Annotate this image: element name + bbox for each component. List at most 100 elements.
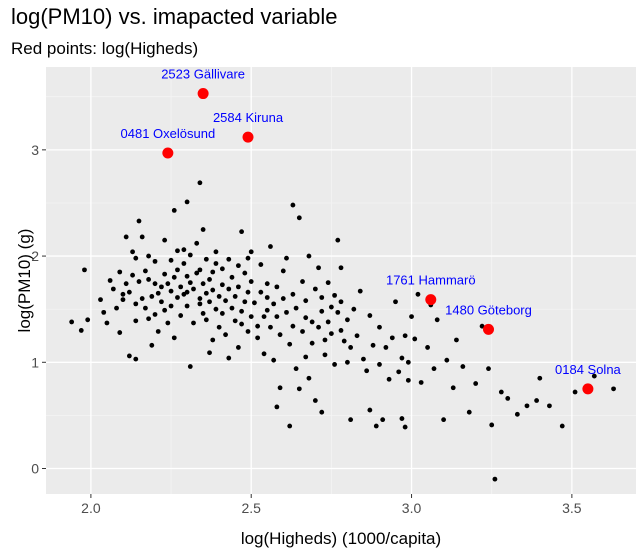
data-point xyxy=(184,199,190,205)
data-point xyxy=(322,352,328,358)
data-point xyxy=(399,416,405,421)
data-point xyxy=(207,299,212,305)
data-point xyxy=(200,281,206,287)
data-point xyxy=(264,281,270,287)
data-point xyxy=(123,281,129,287)
plot-panel xyxy=(46,67,636,494)
data-point xyxy=(232,294,238,299)
data-point xyxy=(216,324,222,330)
data-point xyxy=(126,353,132,359)
data-point xyxy=(290,323,296,329)
data-point xyxy=(293,366,299,372)
highlighted-point xyxy=(242,131,254,143)
data-point xyxy=(264,307,270,313)
data-point xyxy=(136,279,142,284)
data-point xyxy=(175,267,180,273)
data-point xyxy=(155,329,161,334)
highlighted-point xyxy=(425,294,437,306)
data-point xyxy=(197,267,203,273)
data-point xyxy=(389,335,395,341)
data-point xyxy=(252,300,257,306)
data-point xyxy=(319,308,325,314)
data-point xyxy=(361,356,366,362)
data-point xyxy=(155,290,161,296)
annotation-label: 0184 Solna xyxy=(555,362,622,377)
data-point xyxy=(396,369,402,375)
data-point xyxy=(348,417,354,423)
data-point xyxy=(232,318,238,324)
data-point xyxy=(248,314,254,320)
data-point xyxy=(377,324,382,330)
data-point xyxy=(271,357,277,363)
y-axis: 0 1 2 3 xyxy=(31,142,46,477)
data-point xyxy=(328,304,334,310)
data-point xyxy=(338,299,344,305)
data-point xyxy=(380,417,386,423)
data-point xyxy=(284,309,289,315)
data-point xyxy=(274,284,280,290)
data-point xyxy=(287,341,293,347)
data-point xyxy=(434,317,440,323)
data-point xyxy=(405,377,411,383)
data-point xyxy=(316,265,321,271)
data-point xyxy=(210,337,216,343)
data-point xyxy=(200,227,206,232)
data-point xyxy=(325,280,331,286)
data-point xyxy=(133,255,139,261)
data-point xyxy=(303,298,309,304)
data-point xyxy=(248,279,254,284)
data-point xyxy=(219,282,225,288)
data-point xyxy=(351,306,357,312)
minor-gridlines xyxy=(46,67,636,494)
data-point xyxy=(219,266,225,272)
data-point xyxy=(255,335,261,341)
data-point xyxy=(492,476,498,482)
data-point xyxy=(168,257,174,263)
data-point xyxy=(245,255,251,261)
data-point xyxy=(219,311,225,316)
data-point xyxy=(165,320,171,326)
data-point xyxy=(235,284,241,290)
data-point xyxy=(399,355,405,361)
data-point xyxy=(210,269,216,275)
data-point xyxy=(107,278,113,283)
data-point xyxy=(146,253,152,259)
data-point xyxy=(309,319,315,325)
data-point xyxy=(370,342,376,348)
data-point xyxy=(284,255,289,261)
data-point xyxy=(524,403,530,409)
data-point xyxy=(444,357,450,363)
data-point xyxy=(300,279,305,284)
data-point xyxy=(293,305,299,311)
data-point xyxy=(306,375,312,381)
data-point xyxy=(303,315,309,321)
data-point xyxy=(296,215,302,221)
data-point xyxy=(306,253,312,259)
data-point xyxy=(277,385,283,391)
data-point xyxy=(184,303,190,309)
data-point xyxy=(171,274,177,280)
data-point xyxy=(187,280,193,286)
highlighted-point xyxy=(582,383,594,395)
data-point xyxy=(248,249,254,255)
data-point xyxy=(572,389,578,395)
data-point xyxy=(133,301,139,307)
data-point xyxy=(203,290,209,296)
data-point xyxy=(364,368,370,374)
data-point xyxy=(120,297,126,303)
data-point xyxy=(239,321,244,327)
data-point xyxy=(335,237,341,243)
data-point xyxy=(454,337,459,343)
data-point xyxy=(332,292,337,298)
data-point xyxy=(322,337,328,343)
data-point xyxy=(229,274,235,280)
data-point xyxy=(261,351,267,357)
data-point xyxy=(207,350,212,356)
data-point xyxy=(98,297,103,303)
data-point xyxy=(277,332,283,338)
data-point xyxy=(332,362,337,367)
x-tick-label: 2.0 xyxy=(81,500,101,516)
data-point xyxy=(203,256,209,262)
data-point xyxy=(184,289,190,295)
